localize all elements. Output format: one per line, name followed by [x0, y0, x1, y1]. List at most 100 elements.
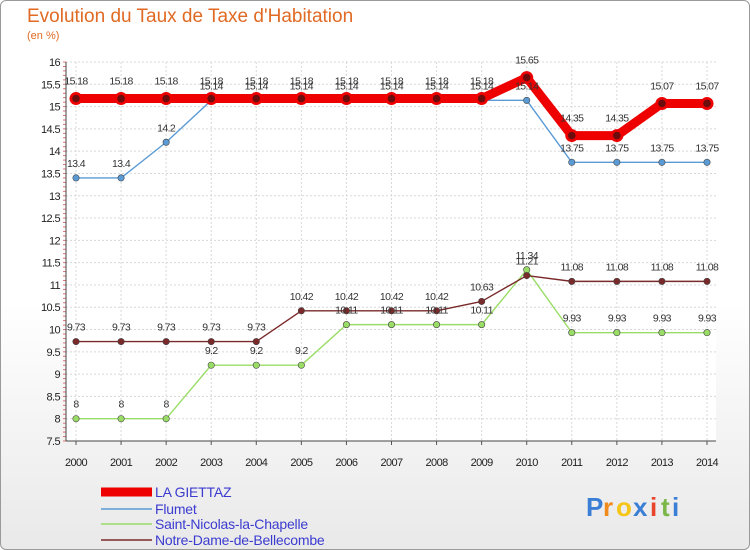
x-tick-label: 2003	[200, 457, 223, 469]
series-lines	[69, 71, 714, 423]
x-tick-label: 2004	[245, 457, 268, 469]
y-tick-label: 8	[54, 414, 60, 426]
legend: LA GIETTAZFlumetSaint-Nicolas-la-Chapell…	[101, 484, 325, 548]
data-point-core	[703, 99, 711, 108]
data-labels: 15.18 15.18 15.18 15.18 15.18 15.18 15.18 15.18…	[64, 55, 720, 411]
y-tick-label: 15	[49, 102, 61, 114]
y-tick-label: 11.5	[42, 258, 61, 270]
data-label: 15.14	[425, 80, 449, 92]
data-label: 8	[73, 399, 79, 411]
data-label: 15.18	[109, 76, 133, 88]
data-point	[478, 321, 486, 329]
data-label: 15.18	[64, 76, 88, 88]
data-point	[207, 361, 215, 369]
data-point	[207, 338, 215, 346]
data-point	[297, 307, 305, 315]
data-label: 11.08	[651, 261, 674, 273]
data-label: 9.93	[653, 313, 672, 325]
data-point	[433, 321, 441, 329]
data-label: 9.73	[67, 322, 86, 334]
data-point	[658, 277, 666, 285]
data-point	[613, 277, 621, 285]
data-point-core	[432, 94, 441, 103]
data-point-core	[297, 94, 306, 103]
y-tick-label: 10	[49, 325, 61, 337]
y-tick-label: 10.5	[41, 302, 60, 314]
data-point	[523, 272, 531, 280]
data-label: 10.42	[290, 291, 314, 303]
data-point	[478, 297, 486, 305]
data-point-core	[522, 73, 531, 82]
y-tick-label: 12	[49, 235, 61, 247]
data-label: 10.11	[380, 305, 403, 317]
data-point	[703, 329, 711, 337]
data-point	[568, 329, 576, 337]
data-point	[117, 338, 125, 346]
data-label: 9.2	[250, 345, 264, 357]
logo-letter: o	[616, 492, 633, 522]
data-label: 9.2	[205, 345, 219, 357]
chart-subtitle: (en %)	[27, 30, 60, 42]
data-label: 10.11	[335, 305, 358, 317]
data-point	[117, 415, 125, 423]
logo-letter: P	[586, 492, 604, 522]
data-point	[523, 96, 531, 104]
data-point-core	[162, 94, 170, 103]
data-label: 13.75	[605, 142, 629, 154]
data-label: 10.42	[335, 291, 359, 303]
data-label: 8	[118, 399, 124, 411]
data-label: 10.63	[470, 281, 494, 293]
x-tick-label: 2000	[65, 457, 88, 469]
data-point	[117, 174, 125, 182]
data-point-core	[658, 99, 666, 108]
grid-lines	[66, 61, 716, 442]
data-point	[72, 338, 80, 346]
x-tick-label: 2010	[516, 457, 539, 469]
data-point	[252, 361, 260, 369]
data-label: 15.14	[470, 80, 494, 92]
data-label: 14.35	[560, 113, 584, 125]
y-tick-label: 14	[49, 146, 61, 158]
chart-title: Evolution du Taux de Taxe d'Habitation	[27, 6, 354, 27]
y-tick-label: 14.5	[41, 124, 60, 136]
data-point-core	[252, 94, 261, 103]
y-tick-label: 12.5	[41, 213, 60, 225]
data-label: 14.35	[605, 113, 629, 125]
data-point-core	[567, 131, 576, 140]
data-label: 10.42	[380, 291, 404, 303]
data-point	[568, 158, 576, 166]
data-label: 9.73	[157, 322, 176, 334]
logo-letter: i	[650, 492, 658, 522]
data-point	[342, 321, 350, 329]
data-point	[658, 158, 666, 166]
data-point-core	[117, 94, 125, 103]
data-label: 13.4	[112, 158, 131, 170]
data-label: 15.14	[335, 80, 359, 92]
data-point	[387, 307, 395, 315]
data-label: 15.14	[200, 80, 224, 92]
data-point	[162, 138, 170, 146]
x-tick-label: 2002	[155, 457, 178, 469]
data-label: 11.34	[515, 250, 538, 262]
data-label: 15.18	[245, 76, 269, 88]
data-label: 9.93	[563, 313, 582, 325]
data-label: 14.2	[157, 122, 176, 134]
data-label: 15.18	[380, 76, 404, 88]
proxiti-logo: Pr o x i t i	[586, 492, 679, 522]
data-point-core	[207, 94, 216, 103]
x-tick-label: 2007	[380, 457, 403, 469]
y-tick-label: 9	[54, 369, 60, 381]
data-label: 11.08	[606, 261, 629, 273]
data-label: 9.93	[698, 313, 717, 325]
data-point	[342, 307, 350, 315]
x-tick-label: 2001	[110, 457, 133, 469]
data-label: 9.73	[247, 322, 266, 334]
y-tick-label: 7.5	[47, 436, 61, 448]
data-label: 11.08	[561, 261, 584, 273]
x-tick-label: 2014	[696, 457, 719, 469]
data-label: 15.18	[290, 76, 314, 88]
data-point-core	[72, 94, 80, 103]
data-point	[72, 174, 80, 182]
y-tick-label: 13	[49, 191, 61, 203]
